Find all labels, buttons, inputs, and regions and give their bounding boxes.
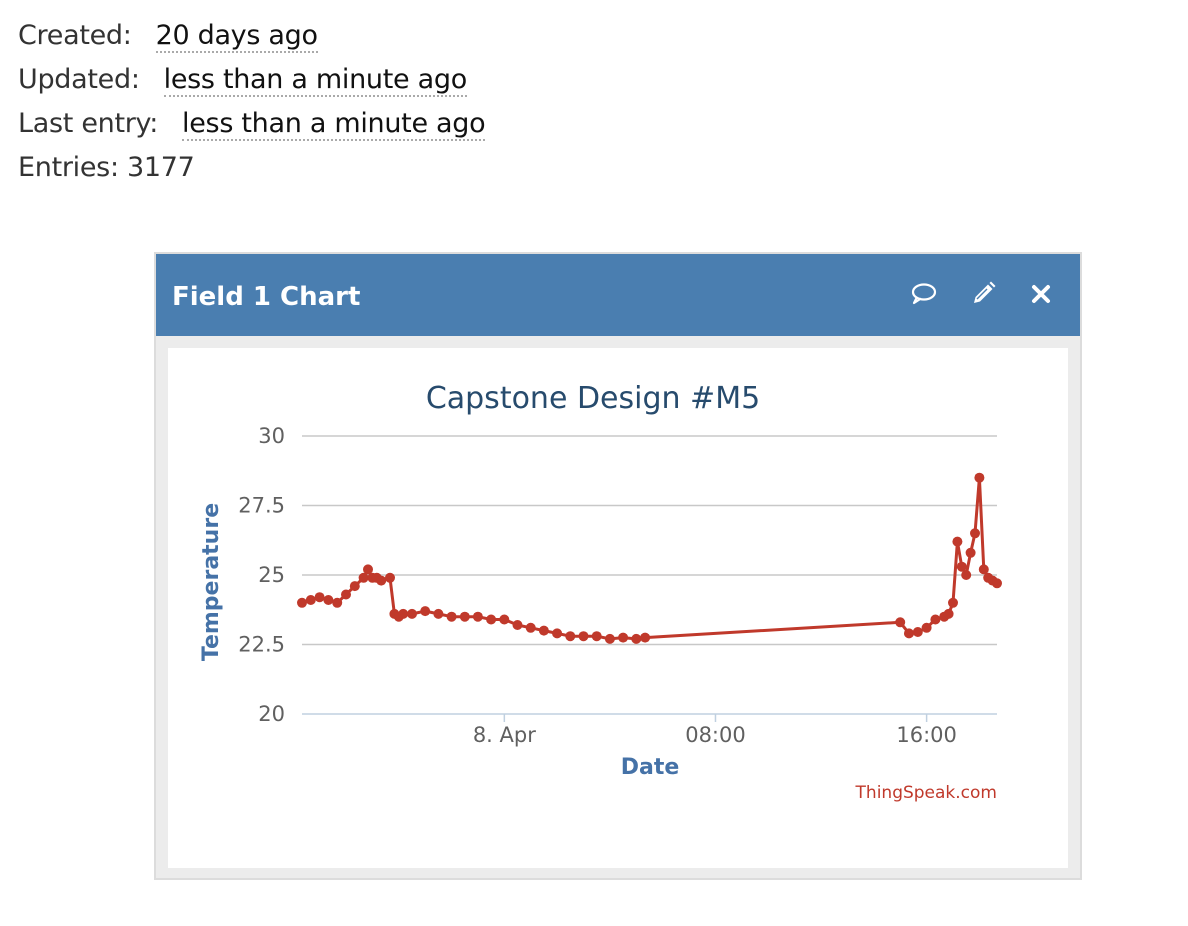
comment-button[interactable] (906, 276, 942, 312)
data-point (970, 528, 980, 539)
data-point (358, 572, 369, 583)
x-tick-label: 16:00 (896, 723, 957, 747)
chart-title: Capstone Design #M5 (426, 381, 760, 416)
data-point (341, 589, 351, 600)
data-point (578, 631, 589, 642)
pencil-icon (974, 281, 996, 303)
data-point (363, 564, 373, 575)
widget-title: Field 1 Chart (172, 282, 361, 312)
x-tick-labels: 8. Apr 08:00 16:00 (473, 723, 957, 747)
data-point (591, 631, 602, 642)
data-point (420, 606, 431, 617)
data-point (895, 617, 906, 628)
data-point (912, 627, 923, 637)
data-point (407, 608, 417, 619)
data-point (631, 633, 642, 644)
data-point (992, 578, 1002, 589)
data-point (930, 614, 941, 625)
created-row: Created: 20 days ago (18, 14, 485, 58)
field-chart-widget: Field 1 Chart Capstone Design #M5 20 22.5… (154, 252, 1082, 880)
data-point (512, 620, 523, 630)
created-label: Created: (18, 20, 132, 51)
y-tick-label: 25 (258, 563, 285, 587)
last-entry-row: Last entry: less than a minute ago (18, 102, 486, 146)
data-point (952, 536, 963, 547)
data-point (305, 595, 316, 605)
entries-label: Entries: (18, 152, 119, 183)
y-tick-label: 20 (258, 702, 285, 726)
data-point (965, 547, 976, 558)
data-point (904, 628, 914, 639)
comment-icon (911, 283, 937, 305)
data-point (297, 597, 307, 608)
y-tick-label: 27.5 (238, 494, 285, 518)
data-point (640, 632, 651, 643)
data-point (486, 614, 497, 625)
chart-card: Capstone Design #M5 20 22.5 25 27.5 30 8. Ap… (168, 348, 1068, 868)
data-point (525, 622, 536, 633)
close-icon (1032, 285, 1050, 303)
thingspeak-credit[interactable]: ThingSpeak.com (855, 783, 997, 803)
last-entry-label: Last entry: (18, 108, 159, 139)
data-point (459, 611, 470, 622)
x-tick-label: 8. Apr (473, 723, 536, 747)
data-point (472, 611, 483, 622)
data-point (974, 472, 985, 483)
y-tick-label: 30 (258, 424, 285, 448)
data-point (956, 561, 967, 572)
close-button[interactable] (1023, 276, 1059, 312)
data-point (552, 628, 563, 639)
y-axis-title: Temperature (199, 503, 224, 661)
channel-meta: Created: 20 days ago Updated: less than a … (18, 14, 486, 190)
data-point (618, 632, 629, 643)
data-point (499, 614, 510, 625)
entries-row: Entries: 3177 (18, 146, 485, 190)
updated-value: less than a minute ago (163, 64, 467, 97)
x-tick-label: 08:00 (685, 723, 746, 747)
data-point (398, 608, 409, 619)
data-point (948, 597, 958, 608)
data-point (323, 595, 334, 605)
updated-row: Updated: less than a minute ago (18, 58, 485, 102)
widget-header: Field 1 Chart (156, 254, 1080, 336)
data-point (604, 633, 615, 644)
created-value: 20 days ago (155, 20, 318, 53)
data-point (961, 570, 972, 580)
chart-series (297, 472, 1002, 644)
y-tick-labels: 20 22.5 25 27.5 30 (238, 424, 285, 726)
data-point (314, 592, 325, 603)
data-point (943, 608, 954, 619)
data-point (349, 581, 360, 592)
entries-value: 3177 (127, 152, 195, 183)
updated-label: Updated: (18, 64, 140, 95)
data-point (433, 608, 444, 619)
y-tick-label: 22.5 (238, 633, 285, 657)
data-point (565, 631, 576, 642)
data-point (376, 575, 387, 586)
data-point (921, 622, 932, 633)
last-entry-value: less than a minute ago (182, 108, 486, 141)
data-point (332, 597, 343, 608)
data-point (385, 572, 395, 583)
chart-canvas: Capstone Design #M5 20 22.5 25 27.5 30 8. Ap… (199, 381, 1002, 803)
edit-button[interactable] (965, 276, 1001, 312)
data-point (978, 564, 989, 575)
data-point (446, 611, 457, 622)
data-point (538, 625, 549, 636)
chart-grid (302, 435, 997, 722)
x-axis-title: Date (621, 755, 680, 780)
